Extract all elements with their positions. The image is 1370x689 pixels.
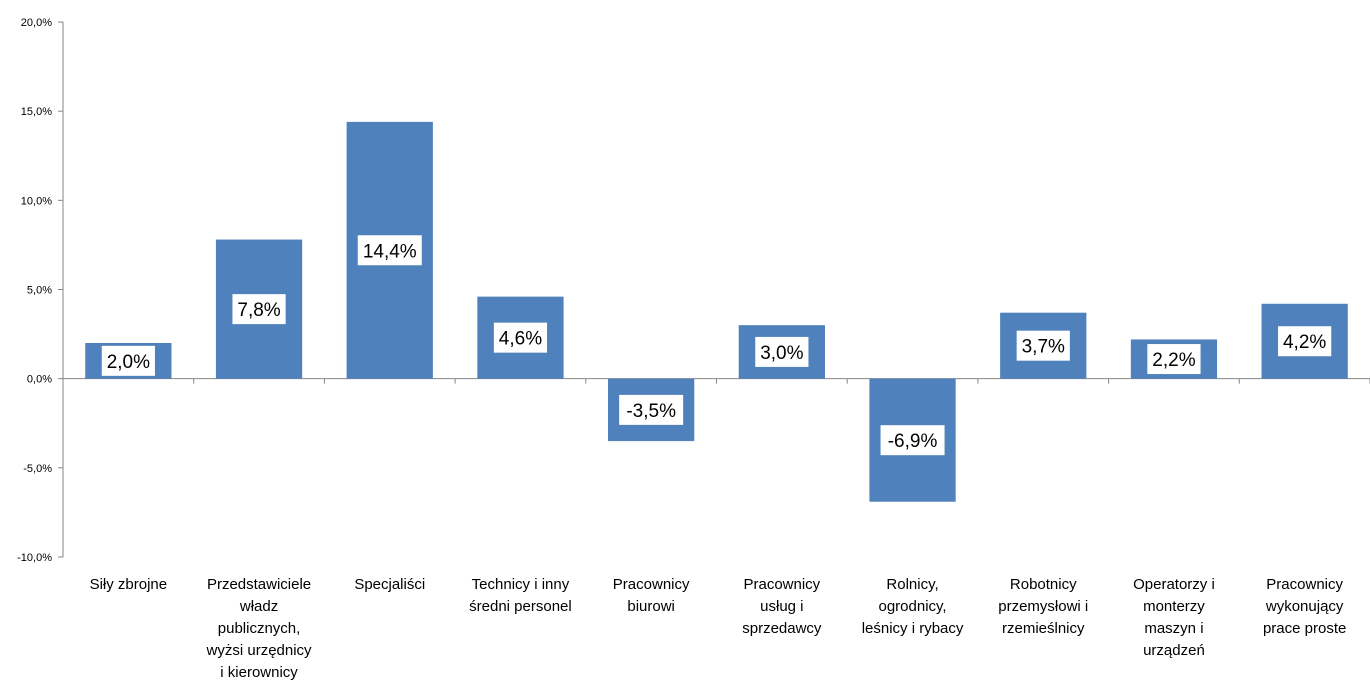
x-tick-label: Pracownicy usług i sprzedawcy: [742, 576, 822, 637]
x-tick-label: Technicy i inny średni personel: [469, 576, 572, 615]
x-tick-label: Pracownicy wykonujący prace proste: [1263, 576, 1346, 637]
data-label: 4,6%: [499, 329, 542, 350]
data-label-box: [101, 345, 155, 376]
data-label: -3,5%: [626, 401, 676, 422]
data-label-box: [1278, 326, 1332, 357]
data-label: 2,2%: [1152, 350, 1195, 371]
data-label: 3,0%: [760, 343, 803, 364]
data-label-box: [232, 294, 286, 325]
x-tick-label: Robotnicy przemysłowi i rzemieślnicy: [998, 576, 1088, 637]
x-tick-label: Specjaliści: [354, 576, 425, 593]
data-label: -6,9%: [888, 431, 938, 452]
y-tick-label: 20,0%: [21, 17, 52, 29]
x-tick-label: Siły zbrojne: [90, 576, 168, 593]
x-tick-label: Przedstawiciele władz publicznych, wyżsi ur…: [206, 576, 313, 681]
data-label-box: [755, 336, 809, 367]
y-tick-label: 5,0%: [27, 285, 52, 297]
y-tick-label: 15,0%: [21, 106, 52, 118]
x-tick-label: Rolnicy, ogrodnicy, leśnicy i rybacy: [862, 576, 964, 637]
x-tick-label: Pracownicy biurowi: [613, 576, 690, 615]
data-label-box: [493, 322, 548, 353]
data-label-box: [1147, 344, 1201, 375]
data-labels: 2,0% 7,8% 14,4% 4,6% -3,5% 3,0% -6,9% 3,7% 2,2% 4…: [101, 235, 1332, 456]
data-label: 4,2%: [1283, 332, 1326, 353]
y-tick-label: -10,0%: [17, 552, 52, 564]
data-label-box: [357, 235, 422, 266]
y-tick-label: 0,0%: [27, 374, 52, 386]
category-labels: Siły zbrojne Przedstawiciele władz publiczn…: [90, 576, 1347, 681]
data-label-box: [880, 425, 945, 456]
data-label: 14,4%: [363, 241, 417, 262]
y-tick-label: 10,0%: [21, 195, 52, 207]
axes: 20,0% 15,0% 10,0% 5,0% 0,0% -5,0% -10,0%: [17, 17, 1370, 564]
x-tick-label: Operatorzy i monterzy maszyn i urządzeń: [1133, 576, 1215, 659]
data-label: 3,7%: [1022, 337, 1065, 358]
data-label: 7,8%: [237, 300, 280, 321]
y-tick-label: -5,0%: [23, 463, 52, 475]
data-label-box: [1016, 330, 1070, 361]
data-label: 2,0%: [107, 352, 150, 373]
data-label-box: [619, 394, 684, 425]
